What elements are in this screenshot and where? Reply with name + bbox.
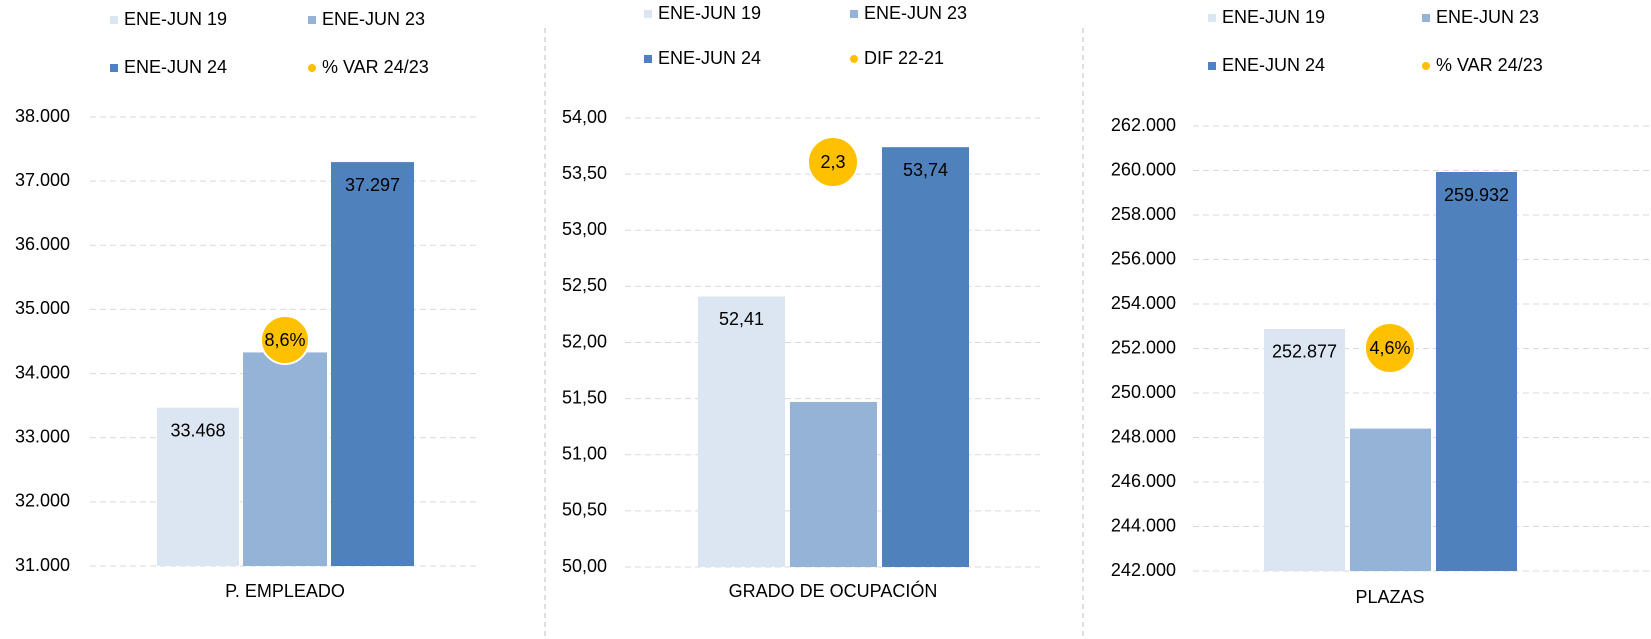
- bar: [698, 296, 785, 567]
- y-tick-label: 258.000: [1111, 204, 1176, 224]
- y-tick-label: 52,50: [562, 275, 607, 295]
- value-label: 53,74: [903, 160, 948, 180]
- y-tick-label: 248.000: [1111, 426, 1176, 446]
- legend-swatch: [644, 55, 652, 63]
- y-tick-label: 53,00: [562, 219, 607, 239]
- legend-label: % VAR 24/23: [1436, 55, 1543, 75]
- bar: [790, 401, 877, 567]
- y-tick-label: 244.000: [1111, 515, 1176, 535]
- bar: [1350, 428, 1431, 571]
- y-tick-label: 37.000: [15, 170, 70, 190]
- bar: [882, 147, 969, 567]
- y-tick-label: 50,00: [562, 556, 607, 576]
- legend-swatch: [1422, 14, 1430, 22]
- legend-swatch: [308, 64, 316, 72]
- y-tick-label: 36.000: [15, 234, 70, 254]
- legend-swatch: [308, 16, 316, 24]
- variation-label: 2,3: [820, 152, 845, 172]
- bar: [243, 352, 327, 566]
- y-tick-label: 31.000: [15, 555, 70, 575]
- y-tick-label: 262.000: [1111, 115, 1176, 135]
- y-tick-label: 250.000: [1111, 382, 1176, 402]
- legend-label: ENE-JUN 19: [658, 3, 761, 23]
- bar: [157, 407, 239, 566]
- value-label: 52,41: [719, 309, 764, 329]
- legend-label: ENE-JUN 24: [124, 57, 227, 77]
- variation-bubble: [260, 315, 310, 365]
- legend-swatch: [110, 16, 118, 24]
- y-tick-label: 246.000: [1111, 471, 1176, 491]
- y-tick-label: 242.000: [1111, 560, 1176, 580]
- variation-bubble: [1364, 322, 1416, 374]
- legend-label: ENE-JUN 19: [1222, 7, 1325, 27]
- legend-swatch: [110, 64, 118, 72]
- value-label: 259.932: [1444, 185, 1509, 205]
- legend-swatch: [850, 55, 858, 63]
- variation-bubble: [807, 136, 859, 188]
- y-tick-label: 51,50: [562, 387, 607, 407]
- legend-swatch: [850, 10, 858, 18]
- value-label: 252.877: [1272, 342, 1337, 362]
- legend-label: DIF 22-21: [864, 48, 944, 68]
- y-tick-label: 53,50: [562, 163, 607, 183]
- legend-label: ENE-JUN 24: [658, 48, 761, 68]
- category-label: P. EMPLEADO: [225, 581, 345, 601]
- legend-label: ENE-JUN 23: [864, 3, 967, 23]
- legend-swatch: [1208, 62, 1216, 70]
- bar: [1264, 328, 1345, 571]
- legend-label: ENE-JUN 19: [124, 9, 227, 29]
- legend-label: ENE-JUN 24: [1222, 55, 1325, 75]
- y-tick-label: 54,00: [562, 107, 607, 127]
- y-tick-label: 32.000: [15, 491, 70, 511]
- legend-swatch: [644, 10, 652, 18]
- y-tick-label: 254.000: [1111, 293, 1176, 313]
- bar: [1436, 172, 1517, 571]
- y-tick-label: 260.000: [1111, 159, 1176, 179]
- y-tick-label: 51,00: [562, 444, 607, 464]
- y-tick-label: 256.000: [1111, 248, 1176, 268]
- value-label: 37.297: [345, 175, 400, 195]
- category-label: PLAZAS: [1355, 587, 1424, 607]
- bar: [331, 162, 414, 567]
- y-tick-label: 52,00: [562, 331, 607, 351]
- legend-label: % VAR 24/23: [322, 57, 429, 77]
- y-tick-label: 38.000: [15, 106, 70, 126]
- y-tick-label: 252.000: [1111, 337, 1176, 357]
- legend-label: ENE-JUN 23: [322, 9, 425, 29]
- y-tick-label: 50,50: [562, 500, 607, 520]
- category-label: GRADO DE OCUPACIÓN: [729, 580, 938, 601]
- legend-swatch: [1422, 62, 1430, 70]
- legend-label: ENE-JUN 23: [1436, 7, 1539, 27]
- variation-label: 4,6%: [1369, 338, 1410, 358]
- variation-label: 8,6%: [264, 330, 305, 350]
- legend-swatch: [1208, 14, 1216, 22]
- y-tick-label: 35.000: [15, 298, 70, 318]
- y-tick-label: 33.000: [15, 426, 70, 446]
- y-tick-label: 34.000: [15, 362, 70, 382]
- value-label: 33.468: [170, 420, 225, 440]
